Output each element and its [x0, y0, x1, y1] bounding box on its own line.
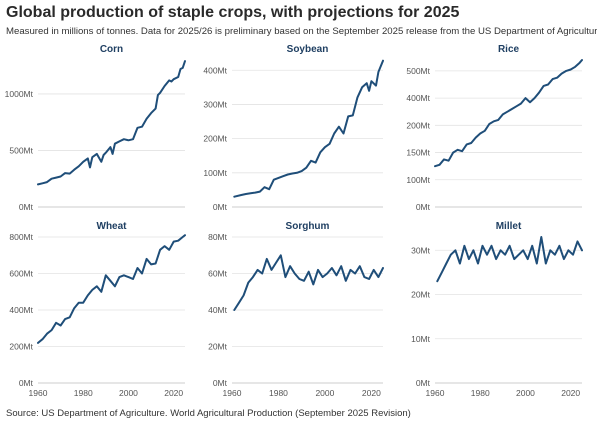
series-line-soybean — [233, 59, 384, 198]
y-tick-label: 80Mt — [208, 232, 228, 242]
x-tick-label: 2020 — [561, 388, 580, 398]
panel-title-rice: Rice — [498, 44, 520, 55]
series-line-rice — [434, 59, 583, 168]
x-tick-label: 1980 — [74, 388, 93, 398]
y-tick-label: 100Mt — [203, 168, 227, 178]
y-tick-label: 0Mt — [213, 202, 228, 212]
y-tick-label: 200Mt — [9, 342, 33, 352]
source-note: Source: US Department of Agriculture. Wo… — [6, 408, 411, 419]
y-tick-label: 500Mt — [406, 66, 430, 76]
panel-title-wheat: Wheat — [97, 221, 128, 232]
panel-title-corn: Corn — [100, 44, 123, 55]
y-tick-label: 400Mt — [203, 65, 227, 75]
y-tick-label: 400Mt — [9, 305, 33, 315]
x-tick-label: 2000 — [516, 388, 535, 398]
y-tick-label: 200Mt — [203, 134, 227, 144]
y-tick-label: 600Mt — [9, 269, 33, 279]
y-tick-label: 300Mt — [203, 99, 227, 109]
y-tick-label: 200Mt — [406, 120, 430, 130]
x-tick-label: 1960 — [426, 388, 445, 398]
panel-title-millet: Millet — [496, 221, 522, 232]
y-tick-label: 0Mt — [19, 202, 34, 212]
series-line-corn — [37, 60, 186, 186]
chart-subtitle: Measured in millions of tonnes. Data for… — [6, 26, 597, 37]
y-tick-label: 1000Mt — [5, 89, 34, 99]
series-line-millet — [436, 236, 583, 283]
y-tick-label: 0Mt — [416, 202, 431, 212]
x-tick-label: 1960 — [223, 388, 242, 398]
y-tick-label: 10Mt — [411, 334, 431, 344]
y-tick-label: 0Mt — [19, 378, 34, 388]
y-tick-label: 30Mt — [411, 245, 431, 255]
x-tick-label: 2000 — [315, 388, 334, 398]
chart-title: Global production of staple crops, with … — [6, 4, 460, 21]
y-tick-label: 0Mt — [416, 378, 431, 388]
y-tick-label: 150Mt — [406, 148, 430, 158]
panel-title-soybean: Soybean — [287, 44, 329, 55]
y-tick-label: 800Mt — [9, 232, 33, 242]
y-tick-label: 500Mt — [9, 145, 33, 155]
x-tick-label: 1980 — [269, 388, 288, 398]
x-tick-label: 1960 — [29, 388, 48, 398]
y-tick-label: 40Mt — [208, 305, 228, 315]
y-tick-label: 400Mt — [406, 93, 430, 103]
y-tick-label: 100Mt — [406, 175, 430, 185]
x-tick-label: 2020 — [362, 388, 381, 398]
y-tick-label: 60Mt — [208, 269, 228, 279]
y-tick-label: 20Mt — [411, 290, 431, 300]
series-line-wheat — [37, 234, 186, 344]
series-line-sorghum — [233, 254, 384, 311]
y-tick-label: 0Mt — [213, 378, 228, 388]
x-tick-label: 1980 — [471, 388, 490, 398]
x-tick-label: 2000 — [119, 388, 138, 398]
x-tick-label: 2020 — [164, 388, 183, 398]
panel-title-sorghum: Sorghum — [286, 221, 330, 232]
y-tick-label: 20Mt — [208, 342, 228, 352]
